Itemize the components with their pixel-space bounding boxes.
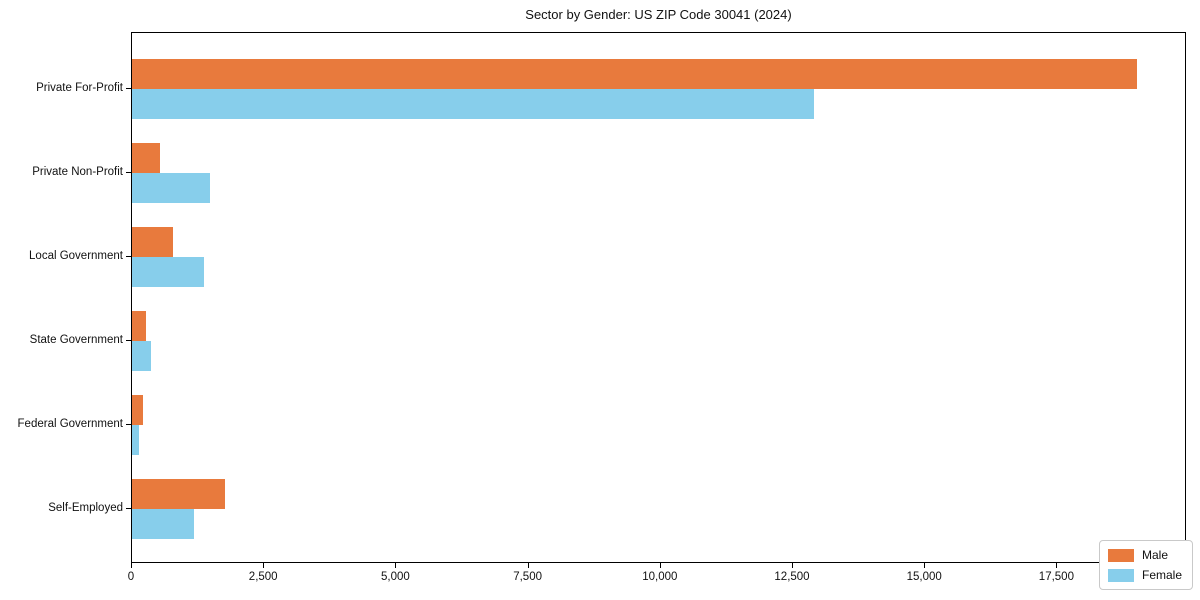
bar-female-0 bbox=[132, 89, 815, 119]
legend-entry-male: Male bbox=[1107, 548, 1182, 562]
legend-entry-female: Female bbox=[1107, 568, 1182, 582]
bar-female-4 bbox=[132, 425, 139, 455]
chart-title: Sector by Gender: US ZIP Code 30041 (202… bbox=[525, 7, 792, 22]
y-tick-mark bbox=[126, 88, 131, 89]
bar-female-2 bbox=[132, 257, 205, 287]
x-tick-label: 15,000 bbox=[906, 571, 942, 583]
y-tick-label: Private For-Profit bbox=[36, 82, 123, 94]
y-tick-mark bbox=[126, 508, 131, 509]
bar-male-0 bbox=[132, 59, 1137, 89]
x-tick-mark bbox=[395, 563, 397, 568]
x-tick-label: 5,000 bbox=[381, 571, 410, 583]
y-tick-label: Self-Employed bbox=[48, 502, 123, 514]
x-tick-mark bbox=[924, 563, 926, 568]
x-tick-label: 0 bbox=[127, 571, 135, 583]
legend: Male Female bbox=[1098, 540, 1193, 590]
y-tick-label: Federal Government bbox=[17, 418, 123, 430]
y-tick-mark bbox=[126, 340, 131, 341]
plot-area bbox=[131, 32, 1186, 563]
legend-swatch-icon bbox=[1107, 568, 1134, 582]
bar-male-2 bbox=[132, 227, 173, 257]
legend-label: Female bbox=[1141, 568, 1182, 582]
y-tick-mark bbox=[126, 172, 131, 173]
x-tick-mark bbox=[659, 563, 661, 568]
y-tick-label: Private Non-Profit bbox=[32, 166, 123, 178]
y-tick-label: State Government bbox=[29, 334, 123, 346]
x-tick-label: 12,500 bbox=[774, 571, 810, 583]
x-tick-label: 2,500 bbox=[248, 571, 278, 583]
y-tick-mark bbox=[126, 424, 131, 425]
x-tick-mark bbox=[527, 563, 529, 568]
x-tick-label: 17,500 bbox=[1038, 571, 1074, 583]
bar-male-4 bbox=[132, 395, 144, 425]
x-tick-mark bbox=[792, 563, 793, 568]
x-tick-mark bbox=[1056, 563, 1058, 568]
legend-swatch-icon bbox=[1107, 548, 1134, 562]
x-tick-label: 7,500 bbox=[513, 571, 542, 583]
bar-male-5 bbox=[132, 479, 226, 509]
x-tick-mark bbox=[131, 563, 132, 568]
x-tick-mark bbox=[263, 563, 265, 568]
bar-male-3 bbox=[132, 311, 146, 341]
y-tick-label: Local Government bbox=[29, 250, 123, 262]
y-tick-mark bbox=[126, 256, 131, 257]
x-tick-label: 10,000 bbox=[642, 571, 678, 583]
bar-female-3 bbox=[132, 341, 151, 371]
bar-female-5 bbox=[132, 509, 194, 539]
bar-female-1 bbox=[132, 173, 211, 203]
bar-male-1 bbox=[132, 143, 160, 173]
legend-label: Male bbox=[1141, 548, 1168, 562]
